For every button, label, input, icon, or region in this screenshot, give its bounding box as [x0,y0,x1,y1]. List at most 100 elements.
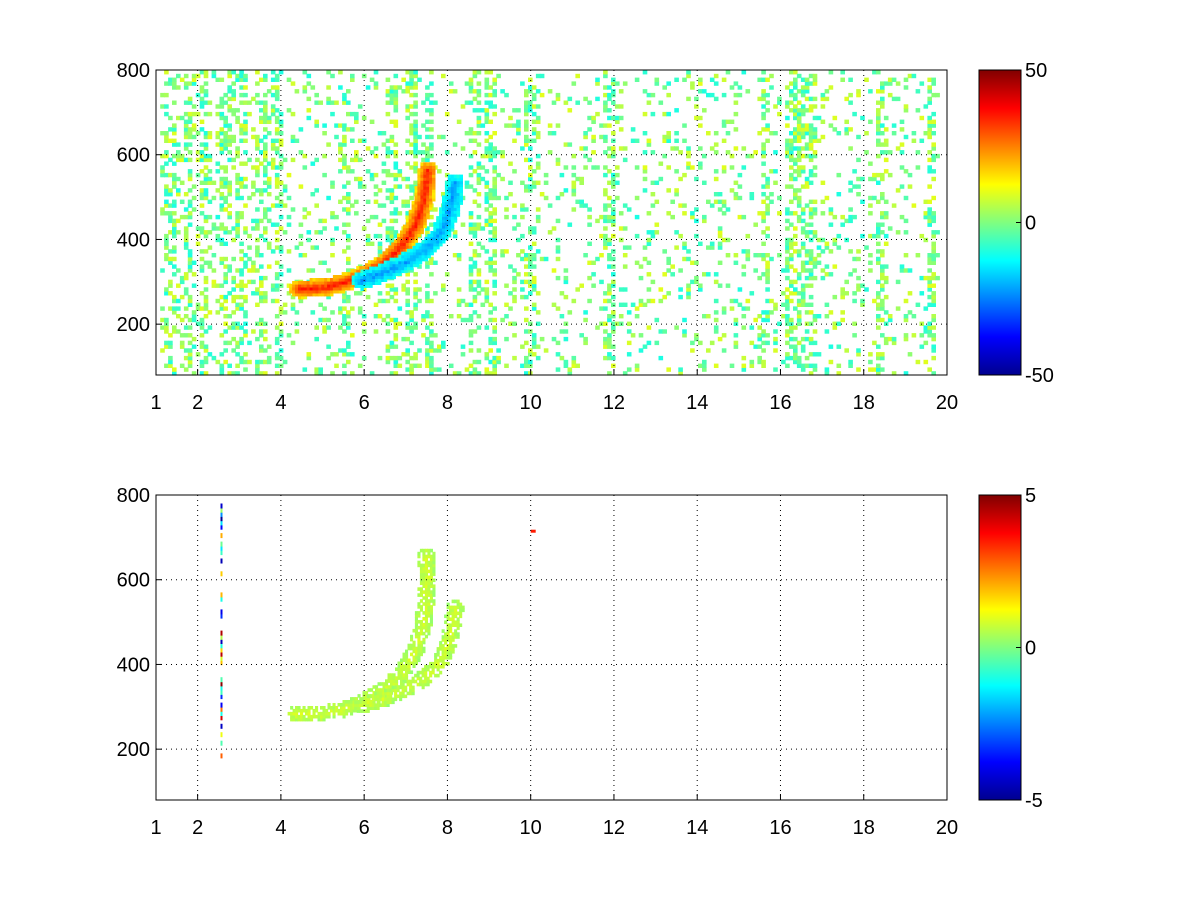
heatmap-cell [431,670,435,675]
heatmap-cell [377,697,381,701]
heatmap-cell [270,138,276,143]
heatmap-cell [429,560,433,565]
heatmap-cell [219,96,225,102]
heatmap-cell [419,575,423,580]
heatmap-cell [563,100,569,105]
heatmap-cell [429,548,433,553]
heatmap-cell [670,214,675,220]
heatmap-cell [453,204,458,208]
bottom-heatmap-cells [220,503,536,759]
heatmap-cell [172,153,177,159]
heatmap-cell [761,359,766,365]
heatmap-cell [765,333,770,338]
heatmap-cell [426,171,430,175]
heatmap-cell [380,688,384,692]
heatmap-cell [713,96,719,102]
heatmap-cell [603,241,608,246]
heatmap-cell [423,195,427,199]
heatmap-cell [409,371,414,376]
heatmap-cell [220,520,223,526]
heatmap-cell [306,237,312,243]
heatmap-cell [765,184,770,189]
heatmap-cell [808,253,814,258]
heatmap-cell [365,233,371,239]
heatmap-cell [391,697,395,702]
heatmap-cell [211,268,217,273]
heatmap-cell [411,233,416,238]
heatmap-cell [176,329,181,334]
heatmap-cell [365,294,371,300]
heatmap-cell [880,104,885,109]
heatmap-cell [836,192,842,197]
heatmap-cell [603,104,608,109]
heatmap-cell [439,219,443,223]
heatmap-cell [796,108,802,113]
heatmap-cell [346,169,351,174]
heatmap-cell [800,344,806,349]
heatmap-cell [670,199,675,204]
heatmap-cell [516,123,521,128]
heatmap-cell [199,344,205,349]
heatmap-cell [400,245,404,249]
heatmap-cell [405,268,410,273]
heatmap-cell [334,134,339,140]
heatmap-cell [439,656,443,660]
heatmap-cell [583,96,588,102]
heatmap-cell [223,279,228,285]
heatmap-cell [266,131,272,136]
heatmap-cell [417,134,422,140]
heatmap-cell [374,691,378,696]
heatmap-cell [444,635,448,639]
heatmap-cell [721,333,727,338]
heatmap-cell [454,629,458,633]
heatmap-cell [646,241,652,246]
heatmap-cell [307,706,311,710]
heatmap-cell [741,272,747,277]
heatmap-cell [413,287,418,292]
heatmap-cell [235,176,240,182]
heatmap-cell [453,189,458,194]
heatmap-cell [591,272,596,277]
heatmap-cell [468,314,474,319]
heatmap-cell [476,176,482,182]
heatmap-cell [223,348,228,353]
heatmap-cell [444,272,450,277]
heatmap-cell [405,89,410,94]
heatmap-cell [274,127,280,132]
heatmap-cell [168,214,173,220]
heatmap-cell [468,268,474,273]
heatmap-cell [713,169,719,174]
heatmap-cell [512,108,517,113]
heatmap-cell [417,168,421,172]
heatmap-cell [674,325,679,330]
heatmap-cell [199,150,205,155]
heatmap-cell [721,92,727,98]
heatmap-cell [419,646,423,651]
heatmap-cell [354,111,359,117]
heatmap-cell [220,571,223,577]
heatmap-cell [377,233,383,239]
heatmap-cell [872,70,877,75]
heatmap-cell [183,291,189,296]
heatmap-cell [393,230,399,235]
heatmap-cell [646,100,652,105]
heatmap-cell [327,278,331,282]
heatmap-cell [322,317,327,323]
heatmap-cell [427,578,431,583]
heatmap-cell [646,211,652,216]
heatmap-cell [903,314,909,319]
heatmap-cell [450,186,455,191]
heatmap-cell [789,165,794,170]
heatmap-cell [785,211,790,216]
heatmap-cell [247,279,252,285]
heatmap-cell [399,685,403,690]
heatmap-cell [417,631,421,636]
heatmap-cell [931,294,936,300]
heatmap-cell [876,89,881,94]
heatmap-cell [195,306,201,311]
heatmap-cell [160,306,165,311]
heatmap-cell [459,192,463,196]
heatmap-cell [341,272,346,276]
heatmap-cell [453,195,458,199]
heatmap-cell [789,146,794,151]
